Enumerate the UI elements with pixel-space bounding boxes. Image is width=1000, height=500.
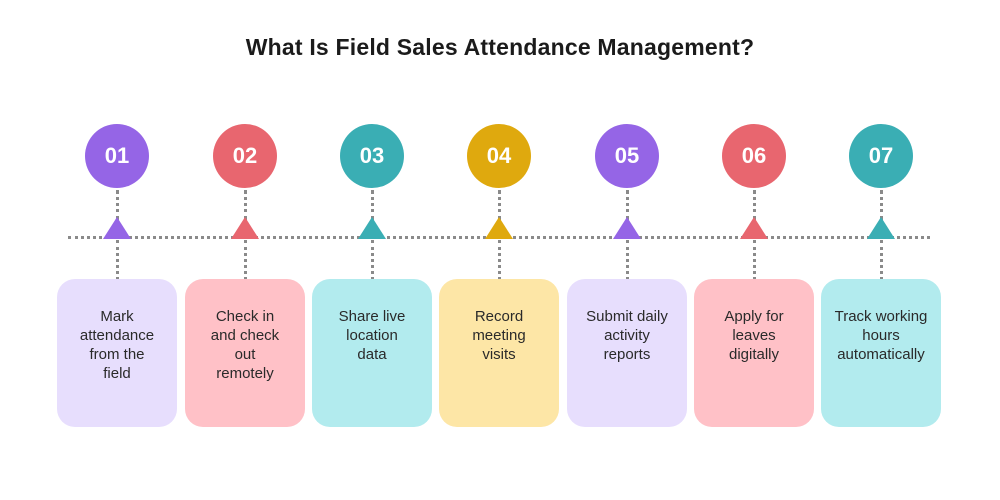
step-number-badge: 06 (722, 124, 786, 188)
step-connector-upper (115, 190, 119, 220)
step-description-line: Record (474, 308, 524, 325)
step-number-badge: 05 (595, 124, 659, 188)
step-card: Mark attendance from the field (57, 279, 177, 427)
step-connector-upper (752, 190, 756, 220)
step-number-badge: 02 (213, 124, 277, 188)
step-description-line: Track working (834, 308, 928, 325)
step-description-line: digitally (728, 346, 780, 363)
step-description-line: Mark (100, 308, 134, 325)
step-connector-upper (497, 190, 501, 220)
step-connector-upper (879, 190, 883, 220)
triangle-marker-icon (485, 217, 513, 239)
step-connector-upper (243, 190, 247, 220)
step-connector-lower (370, 240, 374, 280)
step-connector-lower (497, 240, 501, 280)
step-description-line: Share live (338, 308, 406, 325)
step-description-line: location (346, 327, 398, 344)
triangle-marker-icon (867, 217, 895, 239)
step-connector-lower (243, 240, 247, 280)
step-number-badge: 07 (849, 124, 913, 188)
step-number-badge: 03 (340, 124, 404, 188)
step-card: Submit daily activity reports (567, 279, 687, 427)
triangle-marker-icon (358, 217, 386, 239)
triangle-marker-icon (740, 217, 768, 239)
step-connector-lower (879, 240, 883, 280)
step-card: Track working hours automatically (821, 279, 941, 427)
triangle-marker-icon (103, 217, 131, 239)
step-description-line: leaves (732, 327, 776, 344)
step-description-line: reports (603, 346, 651, 363)
step-card: Apply for leaves digitally (694, 279, 814, 427)
step-description-line: hours (862, 327, 900, 344)
step-description-line: field (103, 365, 131, 382)
step-number-badge: 04 (467, 124, 531, 188)
step-description-line: automatically (837, 346, 925, 363)
step-number-badge: 01 (85, 124, 149, 188)
step-description-line: attendance (79, 327, 155, 344)
page-title: What Is Field Sales Attendance Managemen… (245, 34, 755, 60)
step-description-line: out (234, 346, 256, 363)
step-description-line: Submit daily (586, 308, 668, 325)
step-description-line: remotely (216, 365, 274, 382)
step-connector-lower (625, 240, 629, 280)
step-description-line: activity (604, 327, 650, 344)
step-description-line: visits (482, 346, 516, 363)
step-connector-upper (625, 190, 629, 220)
step-description-line: and check (210, 327, 280, 344)
step-card: Share live location data (312, 279, 432, 427)
step-description-line: from the (89, 346, 145, 363)
step-description-line: meeting (472, 327, 526, 344)
triangle-marker-icon (231, 217, 259, 239)
step-connector-lower (752, 240, 756, 280)
step-card: Record meeting visits (439, 279, 559, 427)
step-card: Check in and check out remotely (185, 279, 305, 427)
step-description-line: Apply for (724, 308, 784, 325)
step-description-line: data (357, 346, 387, 363)
step-connector-lower (115, 240, 119, 280)
triangle-marker-icon (613, 217, 641, 239)
step-description-line: Check in (215, 308, 275, 325)
step-connector-upper (370, 190, 374, 220)
